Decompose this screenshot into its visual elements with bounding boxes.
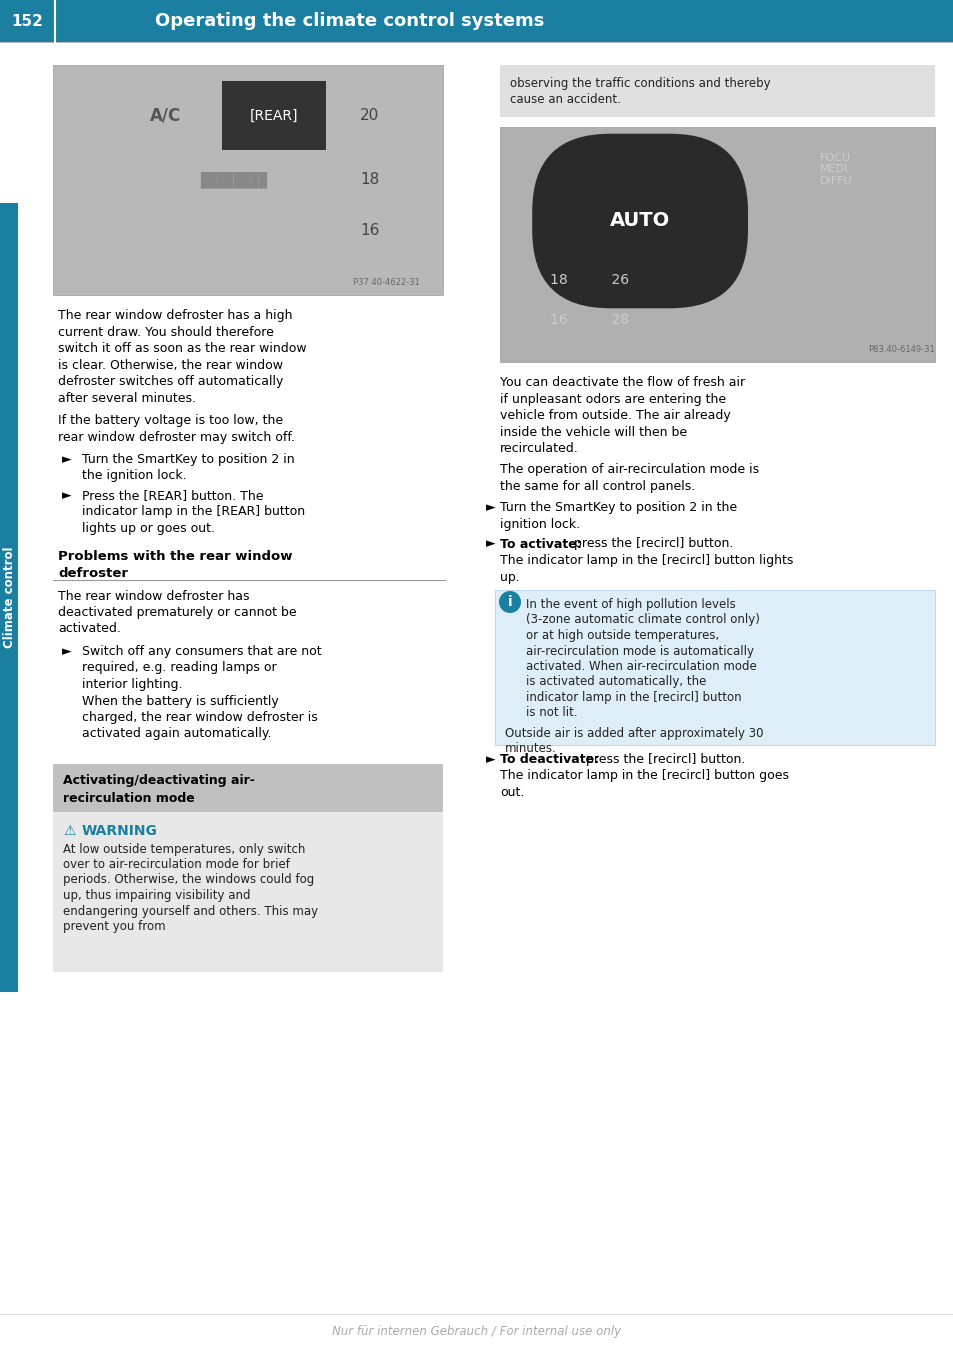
Text: WARNING: WARNING: [82, 825, 157, 838]
Text: activated. When air-recirculation mode: activated. When air-recirculation mode: [525, 659, 756, 673]
Text: is activated automatically, the: is activated automatically, the: [525, 676, 705, 688]
Text: Activating/deactivating air-: Activating/deactivating air-: [63, 774, 254, 787]
Text: P37 40-4622-31: P37 40-4622-31: [353, 278, 419, 287]
Text: activated.: activated.: [58, 623, 121, 635]
Text: indicator lamp in the [REAR] button: indicator lamp in the [REAR] button: [82, 505, 305, 519]
Text: recirculation mode: recirculation mode: [63, 792, 194, 806]
Text: A/C: A/C: [150, 107, 181, 125]
Text: The indicator lamp in the [recircl] button goes: The indicator lamp in the [recircl] butt…: [499, 769, 788, 783]
Text: Turn the SmartKey to position 2 in the: Turn the SmartKey to position 2 in the: [499, 501, 737, 515]
Text: air-recirculation mode is automatically: air-recirculation mode is automatically: [525, 645, 753, 658]
Text: 18          26: 18 26: [550, 272, 628, 287]
Text: Nur für internen Gebrauch / For internal use only: Nur für internen Gebrauch / For internal…: [332, 1326, 621, 1339]
Text: indicator lamp in the [recircl] button: indicator lamp in the [recircl] button: [525, 691, 740, 704]
Text: ignition lock.: ignition lock.: [499, 519, 579, 531]
Text: Climate control: Climate control: [3, 547, 15, 649]
Text: You can deactivate the flow of fresh air: You can deactivate the flow of fresh air: [499, 376, 744, 389]
Text: interior lighting.: interior lighting.: [82, 678, 182, 691]
Text: P83.40-6149-31: P83.40-6149-31: [867, 345, 934, 353]
Text: To activate:: To activate:: [499, 538, 581, 551]
Text: Switch off any consumers that are not: Switch off any consumers that are not: [82, 645, 321, 658]
Text: Outside air is added after approximately 30: Outside air is added after approximately…: [504, 727, 762, 741]
Text: ⚠: ⚠: [63, 825, 75, 838]
Text: Turn the SmartKey to position 2 in: Turn the SmartKey to position 2 in: [82, 454, 294, 466]
Text: The operation of air-recirculation mode is: The operation of air-recirculation mode …: [499, 463, 759, 477]
Bar: [499, 65, 934, 116]
Text: ►: ►: [62, 489, 71, 502]
Text: recirculated.: recirculated.: [499, 441, 578, 455]
Text: If the battery voltage is too low, the: If the battery voltage is too low, the: [58, 414, 283, 427]
Text: out.: out.: [499, 787, 524, 799]
Text: 20    22    24: 20 22 24: [550, 162, 637, 176]
Text: lights up or goes out.: lights up or goes out.: [82, 523, 214, 535]
Text: The indicator lamp in the [recircl] button lights: The indicator lamp in the [recircl] butt…: [499, 554, 793, 567]
Text: cause an accident.: cause an accident.: [510, 93, 620, 106]
Text: over to air-recirculation mode for brief: over to air-recirculation mode for brief: [63, 858, 290, 871]
Text: Problems with the rear window: Problems with the rear window: [58, 551, 293, 563]
Text: In the event of high pollution levels: In the event of high pollution levels: [525, 598, 735, 611]
Text: activated again automatically.: activated again automatically.: [82, 727, 272, 741]
Bar: [0, 0, 953, 42]
Text: To deactivate:: To deactivate:: [499, 753, 598, 766]
Text: 16          28: 16 28: [550, 313, 628, 326]
Text: switch it off as soon as the rear window: switch it off as soon as the rear window: [58, 343, 306, 355]
Text: ►: ►: [62, 454, 71, 466]
Text: or at high outside temperatures,: or at high outside temperatures,: [525, 630, 719, 642]
Text: endangering yourself and others. This may: endangering yourself and others. This ma…: [63, 904, 317, 918]
Text: prevent you from: prevent you from: [63, 919, 166, 933]
Text: is clear. Otherwise, the rear window: is clear. Otherwise, the rear window: [58, 359, 283, 371]
Bar: [53, 764, 442, 812]
Text: if unpleasant odors are entering the: if unpleasant odors are entering the: [499, 393, 725, 405]
Text: 18: 18: [359, 172, 379, 187]
Text: periods. Otherwise, the windows could fog: periods. Otherwise, the windows could fo…: [63, 873, 314, 887]
Text: ████████: ████████: [200, 172, 267, 188]
Text: ►: ►: [485, 501, 496, 515]
Text: the same for all control panels.: the same for all control panels.: [499, 481, 695, 493]
Bar: [53, 812, 442, 972]
Bar: [495, 590, 934, 745]
Text: The rear window defroster has: The rear window defroster has: [58, 589, 250, 603]
Text: At low outside temperatures, only switch: At low outside temperatures, only switch: [63, 842, 305, 856]
Text: 16: 16: [359, 223, 379, 238]
Text: press the [recircl] button.: press the [recircl] button.: [585, 753, 744, 766]
Bar: [53, 65, 442, 295]
Bar: [0, 0, 55, 42]
Text: FOCU
MEDI
DIFFU: FOCU MEDI DIFFU: [820, 153, 852, 185]
Text: When the battery is sufficiently: When the battery is sufficiently: [82, 695, 278, 708]
Text: (3-zone automatic climate control only): (3-zone automatic climate control only): [525, 613, 760, 627]
Text: inside the vehicle will then be: inside the vehicle will then be: [499, 425, 686, 439]
Text: Operating the climate control systems: Operating the climate control systems: [155, 12, 544, 30]
Text: AUTO: AUTO: [609, 211, 670, 230]
Text: observing the traffic conditions and thereby: observing the traffic conditions and the…: [510, 77, 770, 89]
Text: up.: up.: [499, 570, 519, 584]
Text: ►: ►: [485, 538, 496, 551]
Text: 20: 20: [359, 108, 379, 123]
Text: defroster switches off automatically: defroster switches off automatically: [58, 375, 283, 389]
Text: The rear window defroster has a high: The rear window defroster has a high: [58, 309, 293, 322]
Bar: [499, 127, 934, 362]
Text: defroster: defroster: [58, 567, 128, 580]
Text: minutes.: minutes.: [504, 742, 557, 756]
Text: ►: ►: [485, 753, 496, 766]
Text: deactivated prematurely or cannot be: deactivated prematurely or cannot be: [58, 607, 296, 619]
Text: ►: ►: [62, 645, 71, 658]
Circle shape: [498, 590, 520, 613]
Text: i: i: [507, 594, 512, 609]
Text: [REAR]: [REAR]: [250, 108, 298, 123]
Text: required, e.g. reading lamps or: required, e.g. reading lamps or: [82, 662, 276, 674]
Text: press the [recircl] button.: press the [recircl] button.: [574, 538, 733, 551]
Text: current draw. You should therefore: current draw. You should therefore: [58, 325, 274, 338]
Text: rear window defroster may switch off.: rear window defroster may switch off.: [58, 431, 294, 444]
Text: the ignition lock.: the ignition lock.: [82, 470, 187, 482]
Text: is not lit.: is not lit.: [525, 707, 577, 719]
Bar: [0, 203, 18, 992]
Text: up, thus impairing visibility and: up, thus impairing visibility and: [63, 890, 251, 902]
Text: Press the [REAR] button. The: Press the [REAR] button. The: [82, 489, 263, 502]
Text: 152: 152: [11, 14, 43, 28]
Text: after several minutes.: after several minutes.: [58, 391, 195, 405]
Text: vehicle from outside. The air already: vehicle from outside. The air already: [499, 409, 730, 422]
Text: charged, the rear window defroster is: charged, the rear window defroster is: [82, 711, 317, 724]
